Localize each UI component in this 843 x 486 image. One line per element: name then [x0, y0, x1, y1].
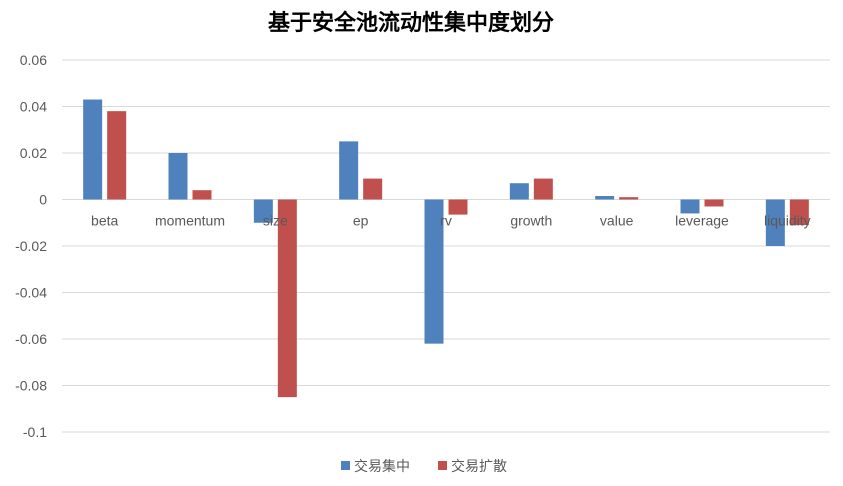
bar-series-2-leverage: [704, 199, 724, 207]
bar-series-1-momentum: [168, 153, 188, 200]
category-label: liquidity: [764, 213, 811, 229]
y-tick-label: 0.06: [20, 52, 47, 68]
y-tick-label: 0.04: [20, 99, 47, 115]
category-label: size: [263, 213, 288, 229]
category-label: ep: [353, 213, 369, 229]
y-tick-label: -0.08: [15, 378, 47, 394]
bar-series-1-ep: [339, 141, 359, 200]
bar-series-2-beta: [107, 111, 127, 200]
bar-series-2-rv: [448, 199, 468, 215]
legend: 交易集中 交易扩散: [341, 458, 507, 475]
category-label: growth: [510, 213, 552, 229]
y-tick-label: -0.04: [15, 285, 47, 301]
bar-series-1-rv: [424, 199, 444, 344]
bar-series-2-ep: [363, 178, 383, 200]
gridlines: [62, 59, 830, 433]
legend-label-series-1: 交易集中: [354, 458, 410, 475]
y-tick-label: -0.06: [15, 331, 47, 347]
category-label: rv: [440, 213, 452, 229]
bar-series-1-size: [253, 199, 273, 223]
legend-swatch-series-2: [438, 461, 447, 470]
y-tick-label: 0.02: [20, 145, 47, 161]
bar-series-1-liquidity: [765, 199, 785, 246]
bar-series-2-value: [619, 197, 639, 200]
bar-series-1-leverage: [680, 199, 700, 214]
bar-series-2-liquidity: [789, 199, 809, 226]
bars: [83, 99, 809, 398]
x-axis-categories: beta momentum size ep rv growth value leverage l…: [91, 213, 811, 229]
legend-swatch-series-1: [341, 461, 350, 470]
bar-series-2-momentum: [192, 190, 212, 200]
y-tick-label: -0.02: [15, 238, 47, 254]
category-label: leverage: [675, 213, 729, 229]
category-label: beta: [91, 213, 118, 229]
y-tick-label: 0: [39, 192, 47, 208]
bar-series-1-beta: [83, 99, 103, 200]
y-axis-ticks: 0.06 0.04 0.02 0 -0.02 -0.04 -0.06 -0.08 -0.1: [15, 52, 47, 440]
bar-series-2-growth: [533, 178, 553, 200]
bar-series-2-size: [277, 199, 297, 398]
bar-series-1-value: [595, 196, 615, 200]
category-label: value: [600, 213, 634, 229]
legend-label-series-2: 交易扩散: [451, 458, 507, 475]
y-tick-label: -0.1: [23, 424, 47, 440]
category-label: momentum: [155, 213, 225, 229]
bar-series-1-growth: [509, 183, 529, 200]
chart-title: 基于安全池流动性集中度划分: [268, 10, 554, 36]
